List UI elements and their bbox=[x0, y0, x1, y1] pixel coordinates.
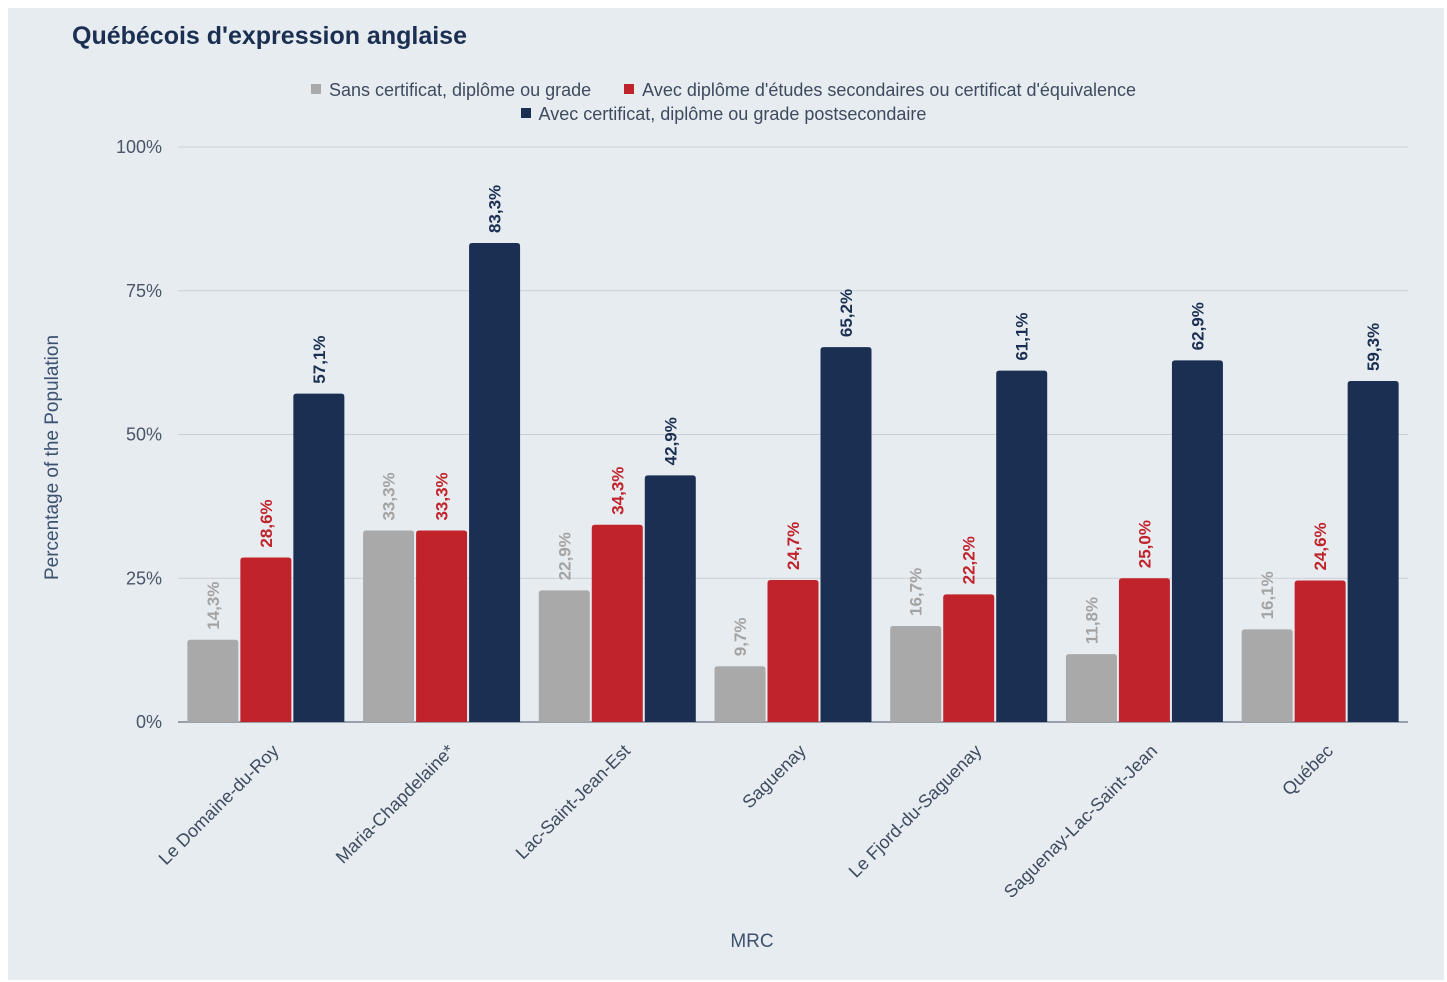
legend-item-series-3[interactable]: Avec certificat, diplôme ou grade postse… bbox=[520, 103, 927, 125]
bar-3-7[interactable] bbox=[1347, 381, 1399, 722]
legend-row-2: Avec certificat, diplôme ou grade postse… bbox=[0, 103, 1447, 125]
chart-title: Québécois d'expression anglaise bbox=[72, 22, 467, 50]
y-tick-label: 75% bbox=[126, 281, 162, 301]
bar-3-3[interactable] bbox=[644, 475, 696, 722]
bars bbox=[187, 243, 1399, 722]
legend-item-series-1[interactable]: Sans certificat, diplôme ou grade bbox=[310, 79, 592, 101]
data-label: 65,2% bbox=[837, 289, 856, 337]
data-label: 34,3% bbox=[608, 467, 627, 515]
x-tick-label: Maria-Chapdelaine* bbox=[332, 741, 459, 868]
data-label: 28,6% bbox=[257, 499, 276, 547]
data-label: 33,3% bbox=[380, 472, 399, 520]
bar-1-4[interactable] bbox=[714, 666, 766, 722]
bar-3-1[interactable] bbox=[293, 393, 345, 722]
bar-3-6[interactable] bbox=[1171, 360, 1223, 722]
y-tick-label: 25% bbox=[126, 568, 162, 588]
legend-label-series-2: Avec diplôme d'études secondaires ou cer… bbox=[642, 80, 1136, 100]
x-tick-label: Québec bbox=[1278, 741, 1337, 800]
bar-1-7[interactable] bbox=[1241, 629, 1293, 722]
data-label: 24,6% bbox=[1311, 522, 1330, 570]
legend-item-series-2[interactable]: Avec diplôme d'études secondaires ou cer… bbox=[624, 79, 1136, 101]
legend-swatch-series-3 bbox=[520, 108, 531, 118]
data-label: 16,1% bbox=[1258, 571, 1277, 619]
data-label: 62,9% bbox=[1188, 302, 1207, 350]
data-label: 42,9% bbox=[661, 417, 680, 465]
bar-3-4[interactable] bbox=[820, 347, 872, 722]
bar-2-3[interactable] bbox=[591, 524, 643, 722]
bar-2-6[interactable] bbox=[1118, 578, 1170, 722]
bar-2-5[interactable] bbox=[943, 594, 995, 722]
x-axis-title: MRC bbox=[730, 931, 773, 952]
x-tick-label: Saguenay-Lac-Saint-Jean bbox=[1000, 741, 1161, 902]
legend-swatch-series-2 bbox=[624, 84, 635, 94]
bar-1-2[interactable] bbox=[363, 530, 415, 722]
data-label: 14,3% bbox=[204, 582, 223, 630]
data-label: 25,0% bbox=[1135, 520, 1154, 568]
data-label: 59,3% bbox=[1364, 323, 1383, 371]
legend-swatch-series-1 bbox=[310, 84, 321, 94]
data-label: 16,7% bbox=[907, 568, 926, 616]
x-tick-label: Lac-Saint-Jean-Est bbox=[512, 741, 634, 863]
x-tick-label: Saguenay bbox=[738, 741, 809, 812]
data-label: 11,8% bbox=[1082, 597, 1101, 644]
y-tick-label: 50% bbox=[126, 425, 162, 445]
legend-label-series-3: Avec certificat, diplôme ou grade postse… bbox=[538, 104, 927, 124]
bar-3-2[interactable] bbox=[469, 243, 521, 722]
bar-2-7[interactable] bbox=[1294, 580, 1346, 722]
bar-3-5[interactable] bbox=[996, 370, 1048, 722]
x-axis-ticks: Le Domaine-du-Roy Maria-Chapdelaine* Lac-S… bbox=[155, 741, 1337, 902]
bar-2-2[interactable] bbox=[416, 530, 468, 722]
y-axis-ticks: 0% 25% 50% 75% 100% bbox=[116, 137, 162, 732]
x-tick-label: Le Fjord-du-Saguenay bbox=[845, 741, 986, 882]
bar-2-1[interactable] bbox=[240, 557, 292, 722]
y-axis-title: Percentage of the Population bbox=[42, 335, 63, 580]
data-label: 57,1% bbox=[310, 335, 329, 383]
data-labels: 14,3% 28,6% 57,1% 33,3% 33,3% 83,3% 22,9% 34,3%… bbox=[204, 185, 1383, 656]
data-label: 24,7% bbox=[784, 522, 803, 570]
legend-label-series-1: Sans certificat, diplôme ou grade bbox=[328, 80, 592, 100]
data-label: 61,1% bbox=[1013, 312, 1032, 360]
data-label: 9,7% bbox=[731, 617, 750, 656]
legend-row-1: Sans certificat, diplôme ou grade Avec d… bbox=[0, 79, 1447, 101]
data-label: 22,2% bbox=[960, 536, 979, 584]
bar-2-4[interactable] bbox=[767, 579, 819, 722]
x-tick-label: Le Domaine-du-Roy bbox=[155, 741, 283, 869]
bar-1-5[interactable] bbox=[890, 625, 942, 722]
bar-1-3[interactable] bbox=[538, 590, 590, 722]
y-tick-label: 0% bbox=[136, 712, 162, 732]
bar-1-6[interactable] bbox=[1065, 654, 1117, 722]
bar-1-1[interactable] bbox=[187, 639, 239, 722]
y-tick-label: 100% bbox=[116, 137, 162, 157]
data-label: 22,9% bbox=[555, 532, 574, 580]
data-label: 33,3% bbox=[433, 472, 452, 520]
data-label: 83,3% bbox=[486, 185, 505, 233]
